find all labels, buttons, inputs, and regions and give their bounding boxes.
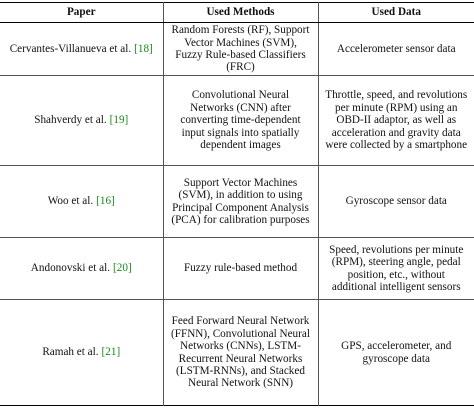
paper-name: Andonovski et al.	[30, 262, 111, 275]
data-cell: Speed, revolutions per minute (RPM), ste…	[317, 237, 474, 300]
methods-cell: Feed Forward Neural Network (FFNN), Conv…	[162, 299, 318, 406]
paper-cell: Ramah et al. [21]	[0, 299, 163, 406]
table-row: Shahverdy et al. [19] Convolutional Neural…	[0, 75, 474, 166]
data-cell: Accelerometer sensor data	[317, 22, 474, 76]
header-cell: Used Methods	[162, 2, 318, 23]
table-body: Cervantes-Villanueva et al. [18] Random Fo…	[0, 22, 474, 406]
header-cell: Paper	[0, 2, 163, 23]
methods-cell: Convolutional Neural Networks (CNN) afte…	[162, 75, 318, 166]
citation: [16]	[96, 195, 115, 208]
paper-cell: Cervantes-Villanueva et al. [18]	[0, 22, 163, 76]
paper-name: Cervantes-Villanueva et al.	[9, 42, 132, 55]
paper-name: Shahverdy et al.	[34, 114, 107, 127]
paper-cell: Woo et al. [16]	[0, 165, 163, 238]
table-row: Cervantes-Villanueva et al. [18] Random Fo…	[0, 22, 474, 76]
data-cell: Throttle, speed, and revolutions per min…	[317, 75, 474, 166]
table-row: Woo et al. [16] Support Vector Machines (S…	[0, 165, 474, 238]
data-cell: GPS, accelerometer, and gyroscope data	[317, 299, 474, 406]
paper-name: Woo et al.	[47, 195, 94, 208]
citation: [18]	[134, 42, 153, 55]
table-row: Ramah et al. [21] Feed Forward Neural Netw…	[0, 299, 474, 406]
methods-cell: Fuzzy rule-based method	[162, 237, 318, 300]
methods-cell: Support Vector Machines (SVM), in additi…	[162, 165, 318, 238]
citation: [21]	[101, 346, 121, 359]
paper-name: Ramah et al.	[42, 346, 99, 359]
header-row: Paper Used Methods Used Data	[0, 2, 474, 23]
header-cell: Used Data	[317, 2, 474, 23]
citation: [20]	[113, 262, 132, 275]
table-row: Andonovski et al. [20] Fuzzy rule-based me…	[0, 237, 474, 300]
citation: [19]	[109, 114, 129, 127]
paper-cell: Shahverdy et al. [19]	[0, 75, 163, 166]
methods-cell: Random Forests (RF), Support Vector Mach…	[162, 22, 318, 76]
paper-cell: Andonovski et al. [20]	[0, 237, 163, 300]
data-cell: Gyroscope sensor data	[317, 165, 474, 238]
